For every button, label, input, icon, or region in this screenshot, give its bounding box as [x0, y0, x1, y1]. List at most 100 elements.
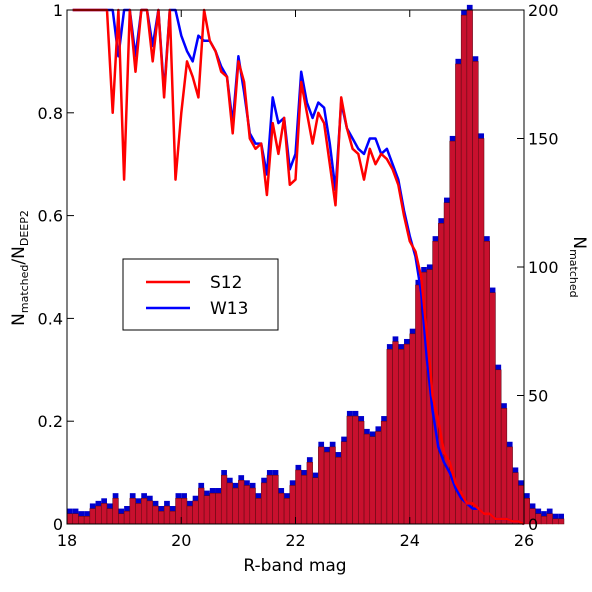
x-axis-label: R-band mag	[243, 556, 346, 576]
legend-box	[122, 258, 279, 331]
hist-bar-s12	[495, 369, 502, 525]
hist-bar-s12	[346, 415, 353, 525]
hist-bar-s12	[175, 498, 182, 525]
y-left-tick-label: 1	[53, 1, 63, 20]
x-tick-label: 24	[400, 531, 420, 550]
hist-bar-s12	[220, 474, 228, 525]
legend-label-w13: W13	[210, 299, 248, 319]
hist-bar-s12	[478, 138, 485, 525]
histogram-layer	[66, 4, 565, 525]
hist-bar-s12	[546, 513, 553, 525]
hist-bar-s12	[181, 498, 188, 525]
hist-bar-s12	[472, 61, 479, 525]
hist-bar-s12	[209, 492, 216, 525]
hist-bar-s12	[158, 510, 165, 525]
hist-bar-s12	[558, 518, 565, 525]
hist-bar-s12	[318, 446, 325, 525]
legend: S12 W13	[122, 258, 279, 331]
y-left-tick-label: 0.2	[38, 412, 63, 431]
hist-bar-s12	[66, 513, 73, 525]
x-tick-label: 22	[285, 531, 305, 550]
hist-bar-s12	[203, 495, 211, 525]
hist-bar-s12	[226, 482, 233, 525]
y-left-tick-label: 0.4	[38, 309, 63, 328]
hist-bar-s12	[312, 477, 319, 525]
hist-bar-s12	[129, 498, 136, 525]
hist-bar-s12	[83, 516, 91, 525]
hist-bar-s12	[352, 415, 359, 525]
hist-bar-s12	[386, 348, 393, 525]
hist-bar-s12	[455, 63, 462, 525]
y-left-tick-label: 0	[53, 515, 63, 534]
y-right-tick-label: 150	[528, 130, 559, 149]
hist-bar-s12	[78, 516, 85, 525]
lines-layer	[72, 8, 525, 526]
x-tick-label: 18	[57, 531, 77, 550]
y-right-tick-label: 200	[528, 1, 559, 20]
hist-bar-s12	[89, 508, 96, 525]
hist-bar-s12	[232, 487, 239, 525]
hist-bar-s12	[198, 487, 205, 525]
hist-bar-s12	[403, 343, 411, 525]
hist-bar-s12	[95, 505, 102, 525]
hist-bar-s12	[255, 498, 262, 525]
hist-bar-s12	[163, 505, 171, 525]
hist-bar-s12	[500, 408, 508, 525]
hist-bar-s12	[340, 441, 348, 525]
y-right-tick-label: 50	[528, 387, 548, 406]
y-right-tick-label: 100	[528, 258, 559, 277]
hist-bar-s12	[135, 503, 142, 525]
hist-bar-s12	[358, 420, 365, 525]
hist-bar-s12	[283, 498, 291, 525]
hist-bar-s12	[460, 14, 468, 525]
hist-bar-s12	[146, 500, 153, 525]
hist-bar-s12	[249, 487, 256, 525]
hist-bar-s12	[118, 513, 125, 525]
y-left-tick-label: 0.8	[38, 104, 63, 123]
hist-bar-s12	[260, 482, 268, 525]
x-tick-label: 20	[171, 531, 191, 550]
hist-bar-s12	[266, 474, 273, 525]
hist-bar-s12	[192, 500, 199, 525]
y-right-tick-label: 0	[528, 515, 538, 534]
hist-bar-s12	[300, 474, 308, 525]
hist-bar-s12	[540, 516, 548, 525]
hist-bar-s12	[438, 223, 445, 525]
y-left-axis-label: Nmatched/NDEEP2	[9, 210, 31, 326]
hist-bar-s12	[489, 292, 496, 525]
hist-bar-s12	[295, 469, 302, 525]
hist-bar-s12	[186, 505, 193, 525]
hist-bar-s12	[112, 498, 119, 525]
hist-bar-s12	[398, 348, 405, 525]
hist-bar-s12	[306, 462, 313, 525]
hist-bar-s12	[106, 508, 113, 525]
hist-bar-s12	[409, 333, 416, 525]
hist-bar-s12	[552, 518, 559, 525]
hist-bar-s12	[101, 503, 108, 525]
hist-bar-s12	[466, 9, 473, 525]
line-s12	[72, 8, 525, 526]
hist-bar-s12	[415, 284, 422, 525]
hist-bar-s12	[243, 485, 251, 525]
hist-bar-s12	[375, 431, 382, 525]
hist-bar-s12	[72, 513, 79, 525]
hist-bar-s12	[169, 510, 176, 525]
hist-bar-s12	[369, 436, 376, 525]
hist-bar-s12	[363, 433, 371, 525]
hist-bar-s12	[512, 472, 519, 525]
hist-bar-s12	[141, 498, 148, 525]
hist-bar-s12	[518, 485, 525, 525]
hist-bar-s12	[443, 202, 450, 525]
x-tick-label: 26	[514, 531, 534, 550]
hist-bar-s12	[272, 474, 279, 525]
hist-bar-s12	[215, 492, 222, 525]
hist-bar-s12	[323, 451, 331, 525]
hist-bar-s12	[392, 341, 399, 525]
hist-bar-s12	[329, 446, 336, 525]
hist-bar-s12	[289, 485, 296, 525]
hist-bar-s12	[506, 446, 513, 525]
hist-bar-s12	[123, 510, 131, 525]
hist-bar-s12	[152, 505, 159, 525]
